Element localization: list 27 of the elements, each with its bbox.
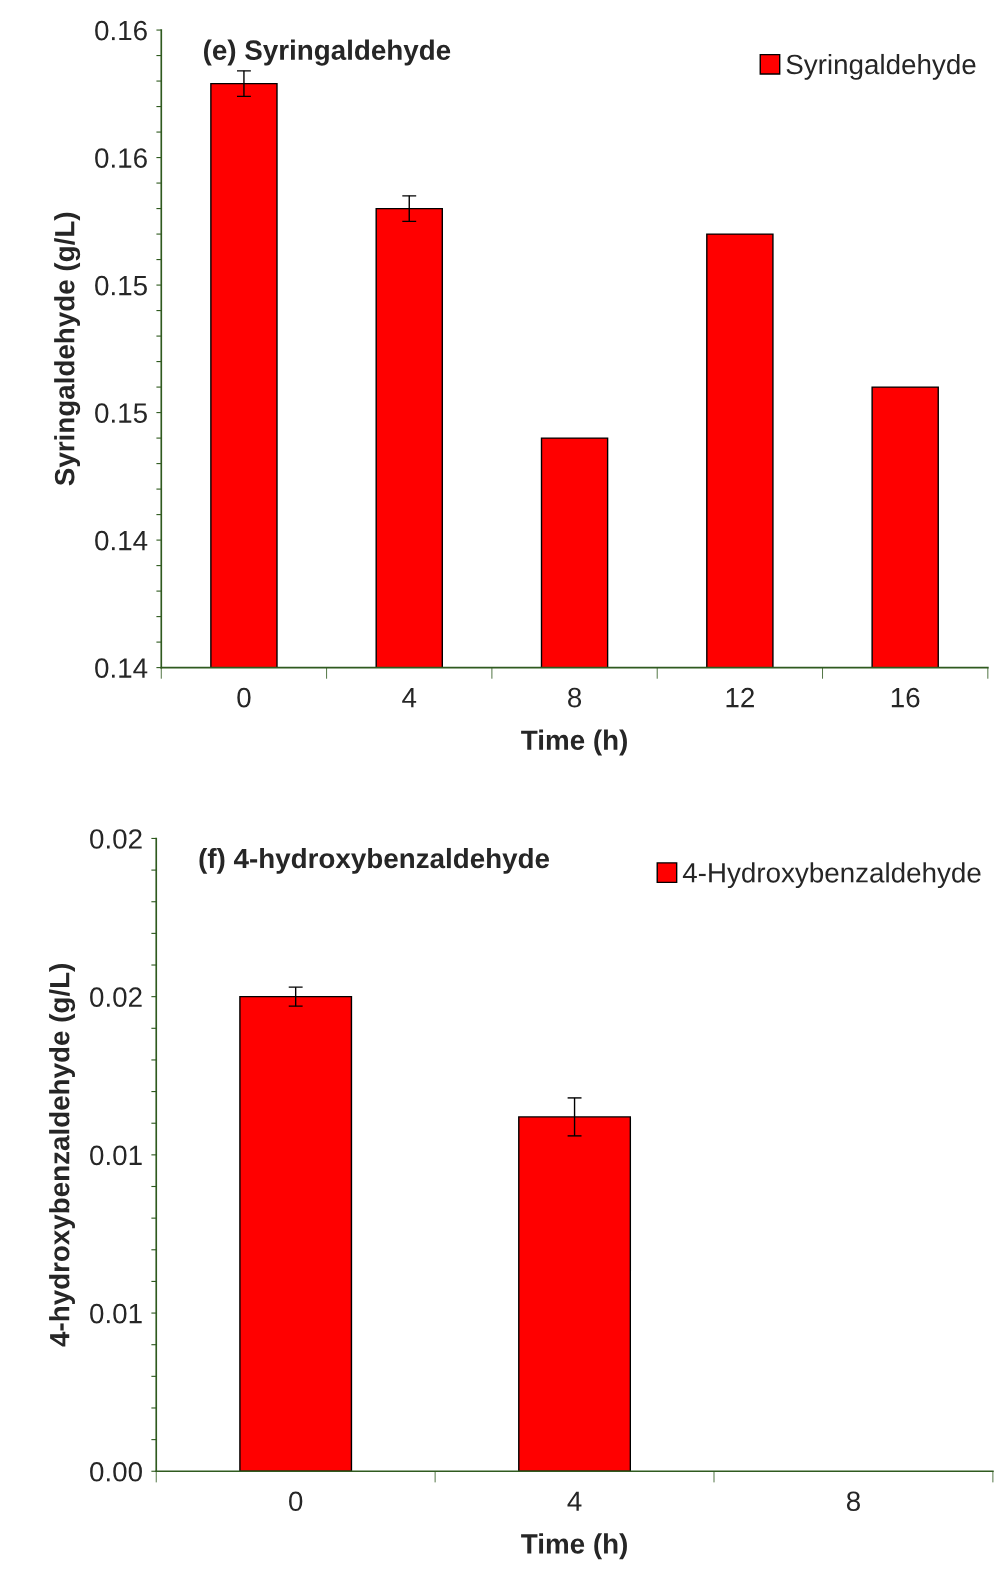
y-tick-label: 0.02 bbox=[90, 987, 142, 1007]
legend-label: Syringaldehyde bbox=[786, 53, 976, 80]
x-tick-label: 0 bbox=[237, 687, 251, 708]
y-tick-label: 0.16 bbox=[95, 148, 147, 168]
y-tick-label: 0.15 bbox=[95, 403, 147, 423]
x-tick-label: 0 bbox=[289, 1491, 303, 1512]
chart-title: (e) Syringaldehyde bbox=[203, 39, 451, 66]
y-tick-label: 0.15 bbox=[95, 275, 147, 296]
y-axis-title: Syringaldehyde (g/L) bbox=[54, 212, 81, 486]
chart-title: (f) 4-hydroxybenzaldehyde bbox=[199, 847, 550, 874]
y-tick-label: 0.14 bbox=[95, 530, 148, 551]
x-tick-label: 8 bbox=[846, 1491, 860, 1512]
y-tick-label: 0.00 bbox=[90, 1461, 142, 1482]
y-tick-label: 0.01 bbox=[90, 1303, 142, 1324]
x-tick-label: 4 bbox=[402, 688, 417, 708]
x-tick-label: 16 bbox=[891, 687, 920, 708]
x-tick-label: 8 bbox=[568, 687, 582, 708]
x-tick-label: 12 bbox=[726, 687, 754, 708]
x-tick-label: 4 bbox=[567, 1491, 582, 1511]
y-tick-label: 0.02 bbox=[90, 829, 142, 849]
x-axis-title: Time (h) bbox=[521, 729, 627, 756]
y-tick-label: 0.01 bbox=[90, 1145, 142, 1166]
y-tick-label: 0.16 bbox=[95, 20, 147, 41]
y-axis-title: 4-hydroxybenzaldehyde (g/L) bbox=[49, 964, 76, 1347]
y-tick-label: 0.14 bbox=[95, 658, 148, 678]
legend-label: 4-Hydroxybenzaldehyde bbox=[682, 862, 981, 889]
x-axis-title: Time (h) bbox=[521, 1533, 627, 1560]
